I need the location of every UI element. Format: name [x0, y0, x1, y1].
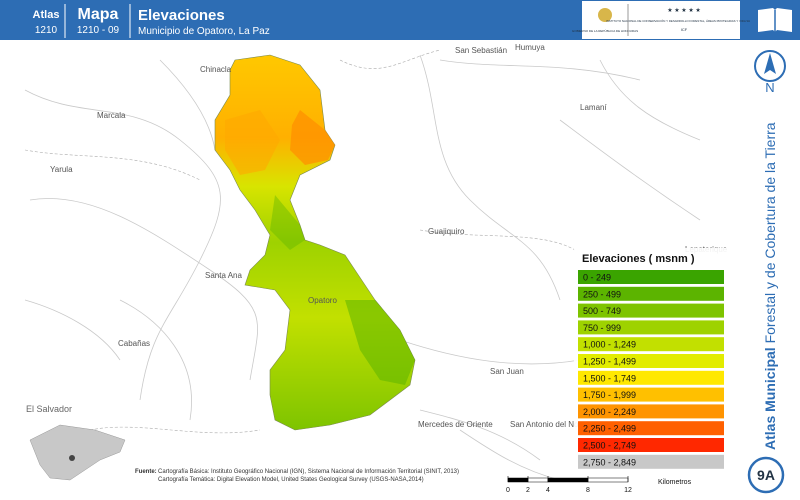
scale-label: 8 [586, 487, 590, 494]
locator-country [29, 424, 126, 481]
badge [747, 456, 785, 494]
scale-segment [507, 477, 529, 483]
scale-segment [547, 477, 589, 483]
logo-text: INSTITUTO NACIONAL DE CONSERVACIÓN Y DES… [606, 18, 762, 23]
sidebar-title: Atlas Municipal Forestal y de Cobertura … [762, 122, 778, 450]
place-label: Opatoro [308, 296, 337, 305]
legend-swatch [578, 354, 724, 368]
legend-label: 250 - 499 [583, 289, 621, 299]
place-label: San Antonio del Norte [510, 420, 588, 429]
logo-text: GOBIERNO DE LA REPÚBLICA DE HONDURAS [572, 28, 638, 33]
legend-swatch [578, 320, 724, 335]
legend-label: 1,500 - 1,749 [583, 373, 636, 383]
scale-label: 2 [526, 487, 530, 494]
mapa-code: 1210 - 09 [77, 25, 120, 36]
legend-swatch [578, 438, 724, 452]
legend-swatch [578, 303, 724, 318]
legend-swatch [578, 404, 724, 419]
legend-label: 500 - 749 [583, 306, 621, 316]
sidebar-bold: Atlas Municipal [762, 347, 778, 450]
place-label: San Sebastián [455, 46, 507, 55]
legend-label: 2,000 - 2,249 [583, 407, 636, 417]
atlas-label: Atlas [33, 9, 60, 21]
map-subtitle: Municipio de Opatoro, La Paz [138, 26, 270, 37]
north-label: N [765, 80, 774, 95]
place-label: Yarula [50, 165, 73, 174]
legend-title: Elevaciones ( msnm ) [582, 253, 695, 265]
locator-marker [69, 455, 75, 461]
legend-label: 2,250 - 2,499 [583, 424, 636, 434]
roads [24, 54, 701, 481]
legend-swatch [578, 421, 724, 436]
legend-label: 2,500 - 2,749 [583, 441, 636, 451]
scale-bar: 0 2 4 8 12 Kilometros [506, 476, 692, 494]
place-label: Chinacla [200, 65, 232, 74]
scale-unit: Kilometros [658, 479, 692, 486]
legend-swatch [578, 337, 724, 352]
legend-label: 1,000 - 1,249 [583, 340, 636, 350]
logo-text: ICF [681, 27, 688, 32]
legend-label: 1,750 - 1,999 [583, 390, 636, 400]
place-label: Marcala [97, 111, 126, 120]
mapa-label: Mapa [78, 6, 119, 23]
scale-segment [587, 477, 629, 483]
legend-swatch [578, 454, 724, 469]
legend-label: 0 - 249 [583, 273, 611, 283]
sidebar-rest: Forestal y de Cobertura de la Tierra [762, 122, 778, 343]
legend-items: 0 - 249 250 - 499 500 - 749 750 - 999 1,000 … [578, 270, 724, 469]
source-label: Fuente: [135, 469, 157, 475]
badge-label: 9A [757, 467, 775, 483]
place-label: Lamaní [580, 103, 607, 112]
legend-label: 2,750 - 2,849 [583, 457, 636, 467]
low-zone [270, 195, 305, 250]
north-arrow [764, 53, 776, 74]
legend-swatch [578, 270, 724, 284]
place-label: Mercedes de Oriente [418, 420, 493, 429]
scale-label: 12 [624, 487, 632, 494]
legend-label: 750 - 999 [583, 323, 621, 333]
logo-stars: ★ ★ ★ ★ ★ [667, 7, 701, 14]
atlas-code: 1210 [35, 25, 58, 36]
coat-of-arms [598, 8, 612, 22]
source-line: Cartografía Temática: Digital Elevation … [158, 477, 424, 483]
place-label: Cabañas [118, 339, 150, 348]
source-line: Cartografía Básica: Instituto Geográfico… [158, 469, 459, 475]
high-zone [290, 110, 335, 165]
scale-label: 4 [546, 487, 550, 494]
place-label: San Juan [490, 367, 524, 376]
low-zone [345, 300, 415, 385]
country-label: El Salvador [26, 404, 72, 414]
scale-label: 0 [506, 487, 510, 494]
map-title: Elevaciones [138, 7, 225, 24]
municipal-borders [24, 49, 576, 434]
place-label: Humuya [515, 43, 545, 52]
place-label: Santa Ana [205, 271, 242, 280]
place-label: San Sebastián [455, 46, 507, 55]
legend-swatch [578, 286, 724, 301]
legend-swatch [578, 387, 724, 402]
scale-segment [527, 477, 549, 483]
legend-label: 1,250 - 1,499 [583, 357, 636, 367]
source: Fuente: Cartografía Básica: Instituto Ge… [135, 469, 459, 483]
place-label: Guajiquiro [428, 227, 465, 236]
legend-swatch [578, 370, 724, 385]
high-zone [225, 110, 280, 175]
